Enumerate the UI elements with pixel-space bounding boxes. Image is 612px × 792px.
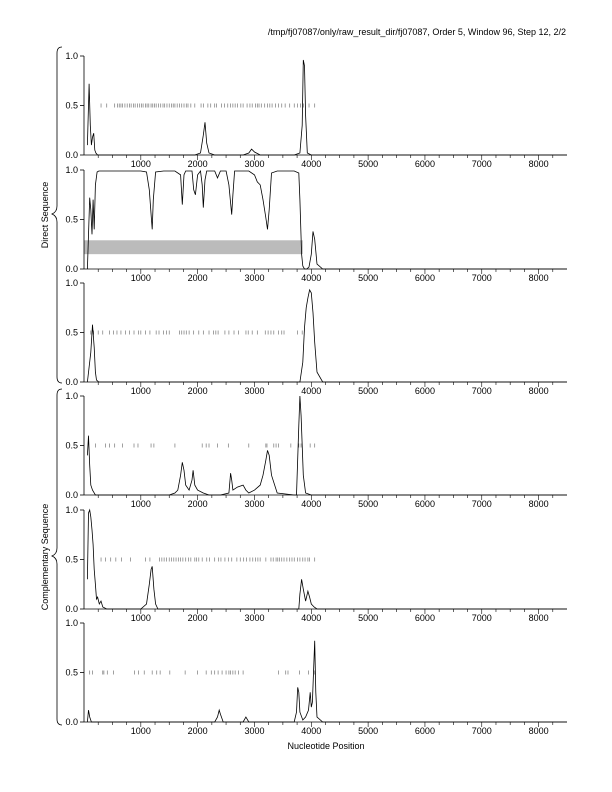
x-tick-label: 8000 bbox=[529, 386, 549, 396]
x-tick-label: 3000 bbox=[244, 386, 264, 396]
x-tick-label: 2000 bbox=[188, 499, 208, 509]
x-tick-label: 6000 bbox=[415, 613, 435, 623]
x-tick-label: 6000 bbox=[415, 499, 435, 509]
x-tick-label: 4000 bbox=[301, 159, 321, 169]
panels: 0.0 0.5 1.0 1000 2000 3000 4000 5000 6000 7000 800… bbox=[65, 51, 567, 736]
direct-sequence-brace bbox=[50, 46, 63, 384]
x-tick-label: 1000 bbox=[131, 273, 151, 283]
x-tick-label: 4000 bbox=[301, 726, 321, 736]
x-tick-label: 3000 bbox=[244, 159, 264, 169]
x-tick-label: 8000 bbox=[529, 499, 549, 509]
x-tick-label: 8000 bbox=[529, 726, 549, 736]
series-line bbox=[87, 288, 567, 383]
series-line bbox=[87, 640, 567, 723]
x-tick-label: 7000 bbox=[472, 499, 492, 509]
x-tick-label: 2000 bbox=[188, 273, 208, 283]
panel-2: 0.0 0.5 1.0 1000 2000 3000 4000 5000 6000 7000 800… bbox=[65, 165, 567, 283]
y-tick-label: 0.5 bbox=[65, 328, 78, 338]
x-tick-label: 4000 bbox=[301, 386, 321, 396]
panel-5: 0.0 0.5 1.0 1000 2000 3000 4000 5000 6000 7000 800… bbox=[65, 505, 567, 623]
x-tick-label: 5000 bbox=[358, 613, 378, 623]
y-tick-label: 1.0 bbox=[65, 618, 78, 628]
x-tick-label: 1000 bbox=[131, 159, 151, 169]
x-tick-label: 1000 bbox=[131, 386, 151, 396]
panel-6: 0.0 0.5 1.0 1000 2000 3000 4000 5000 6000 7000 800… bbox=[65, 618, 567, 736]
x-tick-label: 2000 bbox=[188, 159, 208, 169]
x-tick-label: 1000 bbox=[131, 726, 151, 736]
series-line bbox=[87, 59, 567, 156]
x-tick-label: 7000 bbox=[472, 159, 492, 169]
y-tick-label: 0.0 bbox=[65, 717, 78, 727]
figure-title: /tmp/fj07087/only/raw_result_dir/fj07087… bbox=[268, 27, 566, 37]
y-tick-label: 1.0 bbox=[65, 505, 78, 515]
y-tick-label: 0.0 bbox=[65, 604, 78, 614]
series-line bbox=[87, 395, 567, 496]
y-tick-label: 0.0 bbox=[65, 264, 78, 274]
panel-3: 0.0 0.5 1.0 1000 2000 3000 4000 5000 6000 7000 800… bbox=[65, 278, 567, 396]
y-tick-label: 1.0 bbox=[65, 391, 78, 401]
y-tick-label: 0.0 bbox=[65, 377, 78, 387]
x-tick-label: 8000 bbox=[529, 613, 549, 623]
x-tick-label: 5000 bbox=[358, 499, 378, 509]
x-tick-label: 3000 bbox=[244, 613, 264, 623]
complementary-sequence-brace bbox=[50, 388, 63, 726]
panel-4: 0.0 0.5 1.0 1000 2000 3000 4000 5000 6000 7000 800… bbox=[65, 391, 567, 509]
y-tick-label: 1.0 bbox=[65, 278, 78, 288]
x-tick-label: 6000 bbox=[415, 726, 435, 736]
complementary-sequence-label: Complementary Sequence bbox=[40, 504, 50, 611]
highlight-band bbox=[84, 240, 303, 255]
x-tick-label: 4000 bbox=[301, 273, 321, 283]
y-tick-label: 1.0 bbox=[65, 51, 78, 61]
series-line bbox=[87, 508, 567, 610]
x-tick-label: 2000 bbox=[188, 726, 208, 736]
y-tick-label: 0.5 bbox=[65, 668, 78, 678]
x-tick-label: 5000 bbox=[358, 159, 378, 169]
x-tick-label: 8000 bbox=[529, 273, 549, 283]
x-tick-label: 6000 bbox=[415, 386, 435, 396]
x-tick-label: 7000 bbox=[472, 386, 492, 396]
x-tick-label: 3000 bbox=[244, 726, 264, 736]
x-tick-label: 5000 bbox=[358, 386, 378, 396]
x-tick-label: 2000 bbox=[188, 386, 208, 396]
x-tick-label: 8000 bbox=[529, 159, 549, 169]
y-tick-label: 1.0 bbox=[65, 165, 78, 175]
x-tick-label: 3000 bbox=[244, 499, 264, 509]
x-tick-label: 2000 bbox=[188, 613, 208, 623]
x-tick-label: 7000 bbox=[472, 613, 492, 623]
x-tick-label: 5000 bbox=[358, 273, 378, 283]
x-tick-label: 3000 bbox=[244, 273, 264, 283]
x-tick-label: 4000 bbox=[301, 499, 321, 509]
x-tick-label: 1000 bbox=[131, 613, 151, 623]
y-tick-label: 0.0 bbox=[65, 150, 78, 160]
series-line bbox=[87, 169, 567, 270]
y-tick-label: 0.5 bbox=[65, 101, 78, 111]
panel-1: 0.0 0.5 1.0 1000 2000 3000 4000 5000 6000 7000 800… bbox=[65, 51, 567, 169]
x-tick-label: 6000 bbox=[415, 159, 435, 169]
x-tick-label: 6000 bbox=[415, 273, 435, 283]
y-tick-label: 0.5 bbox=[65, 215, 78, 225]
x-tick-label: 7000 bbox=[472, 726, 492, 736]
direct-sequence-label: Direct Sequence bbox=[40, 182, 50, 249]
x-tick-label: 5000 bbox=[358, 726, 378, 736]
x-tick-label: 7000 bbox=[472, 273, 492, 283]
x-tick-label: 4000 bbox=[301, 613, 321, 623]
y-tick-label: 0.0 bbox=[65, 490, 78, 500]
x-tick-label: 1000 bbox=[131, 499, 151, 509]
y-tick-label: 0.5 bbox=[65, 441, 78, 451]
y-tick-label: 0.5 bbox=[65, 555, 78, 565]
x-axis-label: Nucleotide Position bbox=[287, 741, 364, 751]
